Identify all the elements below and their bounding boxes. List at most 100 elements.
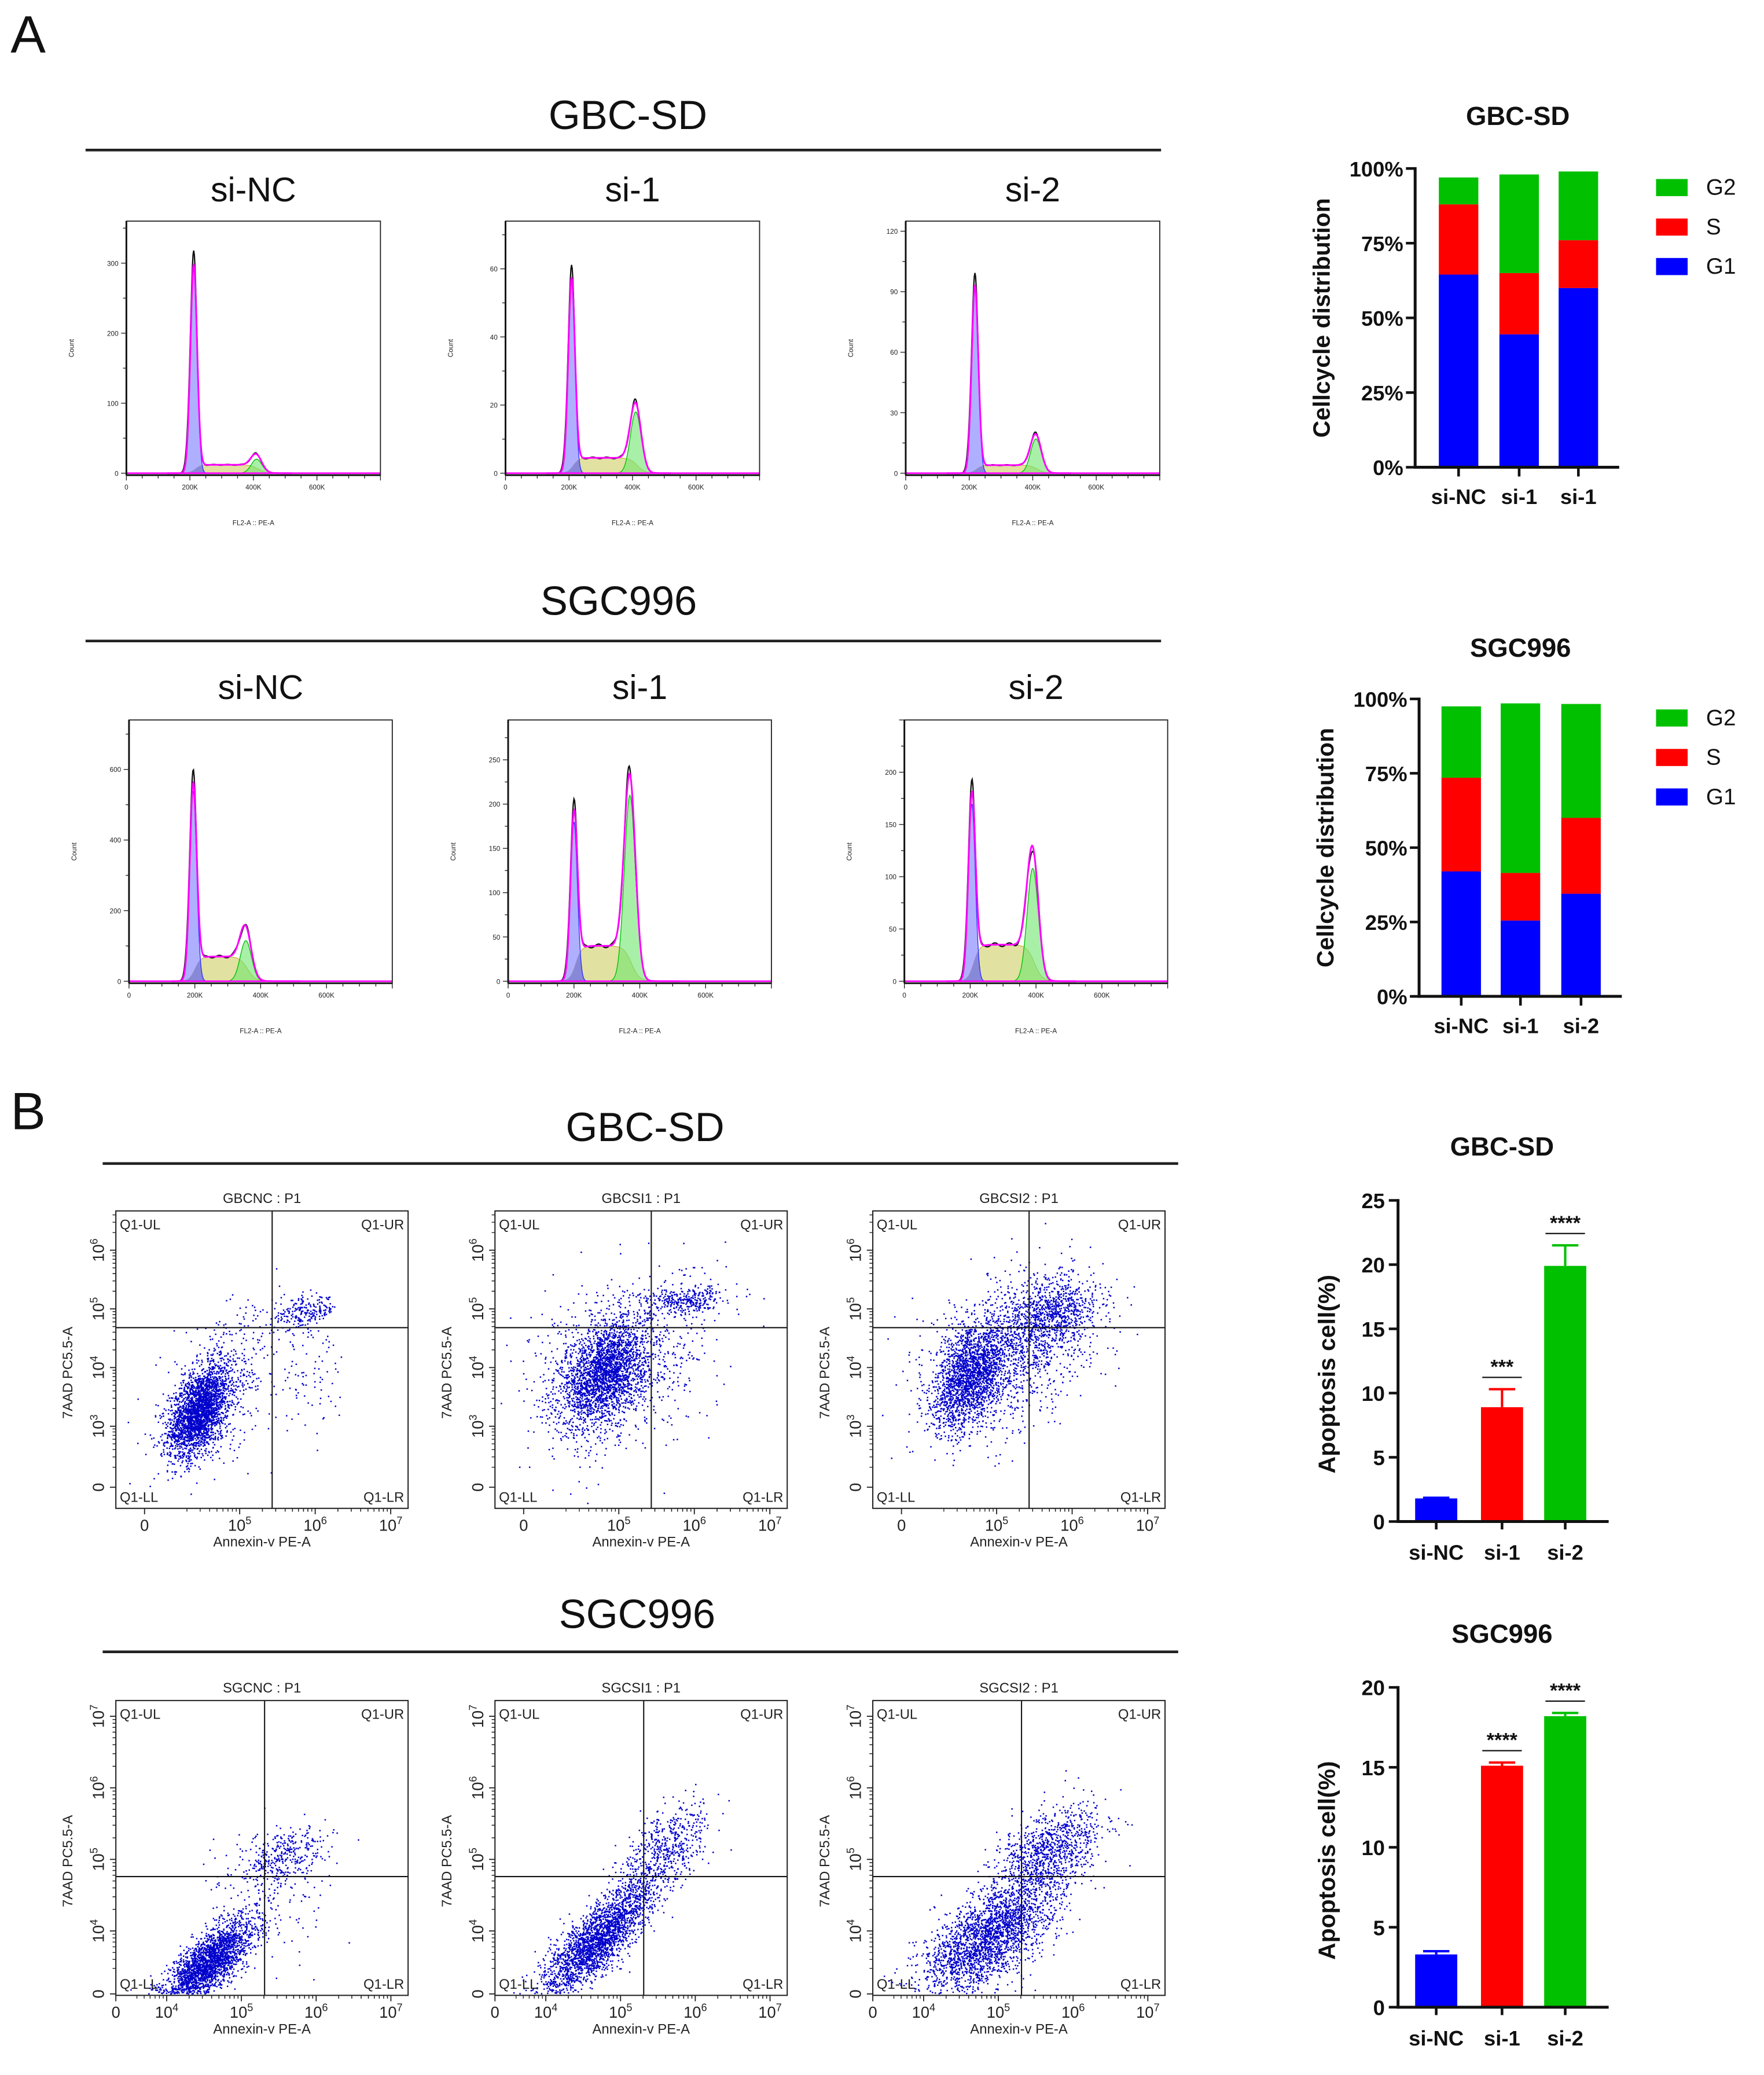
scatter-point <box>177 1436 178 1438</box>
scatter-point <box>223 1342 225 1344</box>
scatter-point <box>171 1432 173 1433</box>
scatter-point <box>596 1454 598 1455</box>
scatter-point <box>209 1374 211 1375</box>
scatter-point <box>163 1415 164 1417</box>
scatter-point <box>192 1389 193 1390</box>
scatter-point <box>251 1415 252 1417</box>
scatter-point <box>609 1370 611 1371</box>
scatter-point <box>209 1418 211 1420</box>
x-tick-label: si-1 <box>1501 485 1538 509</box>
scatter-point <box>216 1395 218 1397</box>
scatter-point <box>190 1465 192 1467</box>
scatter-point <box>177 1438 179 1441</box>
scatter-point <box>186 1430 188 1433</box>
scatter-point <box>170 1438 172 1440</box>
scatter-point <box>280 1312 282 1315</box>
scatter-point <box>171 1419 173 1421</box>
scatter-point <box>222 1417 225 1419</box>
scatter-point <box>219 1401 221 1403</box>
scatter-point <box>217 1384 219 1386</box>
scatter-point <box>186 1468 188 1470</box>
y-tick-label: 200 <box>110 907 122 915</box>
scatter-point <box>200 1432 202 1433</box>
scatter-point <box>193 1422 195 1423</box>
scatter-point <box>612 1367 614 1370</box>
scatter-point <box>163 1451 165 1453</box>
scatter-point <box>319 1312 322 1314</box>
scatter-point <box>201 1433 204 1436</box>
scatter-point <box>214 1376 216 1378</box>
scatter-point <box>207 1388 208 1390</box>
scatter-point <box>627 1357 630 1360</box>
scatter-point <box>192 1429 194 1431</box>
scatter-point <box>257 1410 259 1412</box>
scatter-point <box>222 1370 224 1372</box>
scatter-point <box>211 1385 213 1388</box>
scatter-point <box>183 1425 185 1427</box>
scatter-point <box>192 1412 193 1414</box>
scatter-point <box>188 1377 190 1379</box>
scatter-point <box>645 1361 646 1363</box>
scatter-point <box>208 1388 210 1390</box>
scatter-point <box>204 1425 205 1428</box>
scatter-point <box>632 1373 634 1374</box>
x-tick-label: 400K <box>632 991 648 999</box>
scatter-point <box>198 1431 200 1433</box>
scatter-point <box>580 1406 582 1408</box>
scatter-point <box>197 1394 199 1396</box>
scatter-point <box>207 1375 209 1377</box>
y-axis-label: Count <box>449 842 457 860</box>
scatter-point <box>296 1308 298 1310</box>
scatter-point <box>216 1406 218 1407</box>
scatter-point <box>167 1436 168 1438</box>
scatter-point <box>212 1359 215 1362</box>
x-tick-label: 600K <box>688 483 704 491</box>
scatter-point <box>302 1345 304 1346</box>
scatter-point <box>307 1328 309 1330</box>
scatter-point <box>202 1386 204 1389</box>
scatter-point <box>196 1418 198 1419</box>
scatter-point <box>182 1455 185 1458</box>
chart-title: GBC-SD <box>1466 101 1570 131</box>
scatter-point <box>218 1411 219 1412</box>
scatter-point <box>207 1415 208 1418</box>
tick-base: 10 <box>90 1362 108 1379</box>
scatter-point <box>318 1301 321 1304</box>
y-tick-label: 25% <box>1361 381 1403 405</box>
scatter-point <box>548 1448 550 1451</box>
scatter-point <box>196 1436 198 1438</box>
scatter-point <box>174 1426 176 1429</box>
scatter-point <box>206 1442 208 1444</box>
scatter-point <box>324 1305 326 1307</box>
legend-label: G2 <box>1706 705 1736 730</box>
scatter-point <box>189 1373 192 1374</box>
scatter-point <box>168 1371 170 1374</box>
scatter-point <box>179 1434 181 1436</box>
scatter-point <box>205 1412 208 1415</box>
scatter-point <box>182 1394 185 1396</box>
scatter-point <box>201 1406 203 1408</box>
scatter-point <box>200 1441 201 1443</box>
scatter-point <box>178 1411 181 1414</box>
scatter-point <box>243 1318 245 1320</box>
scatter-point <box>641 1404 644 1406</box>
scatter-point <box>203 1436 205 1438</box>
scatter-point <box>181 1407 183 1409</box>
scatter-point <box>339 1396 341 1399</box>
y-tick-label: 400 <box>110 836 122 844</box>
scatter-point <box>198 1440 200 1443</box>
scatter-point <box>579 1396 581 1399</box>
scatter-point <box>186 1425 188 1427</box>
scatter-point <box>237 1378 240 1381</box>
scatter-point <box>215 1384 217 1386</box>
scatter-point <box>200 1408 202 1411</box>
x-axis-label: FL2-A :: PE-A <box>619 1027 660 1035</box>
scatter-point <box>578 1401 580 1404</box>
scatter-point <box>225 1397 226 1399</box>
scatter-point <box>194 1416 196 1418</box>
scatter-point <box>277 1321 279 1323</box>
scatter-point <box>222 1382 224 1384</box>
scatter-point <box>203 1399 205 1401</box>
scatter-point <box>326 1371 328 1373</box>
